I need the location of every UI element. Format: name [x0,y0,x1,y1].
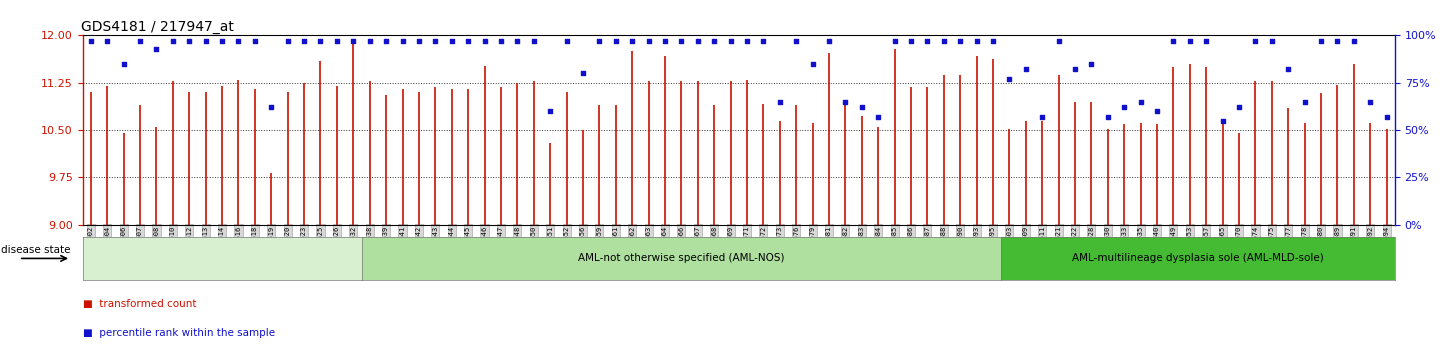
Point [1325,38,1348,44]
Point [1014,67,1037,72]
Point [784,38,808,44]
Point [522,38,545,44]
Point [637,38,660,44]
Point [423,38,447,44]
Point [407,38,431,44]
Point [457,38,480,44]
Point [587,38,610,44]
Point [751,38,774,44]
Point [112,61,135,67]
Point [571,70,594,76]
Point [226,38,249,44]
Point [670,38,693,44]
Point [982,38,1005,44]
Point [1063,67,1086,72]
Point [850,104,873,110]
Point [834,99,857,104]
Point [1096,114,1119,120]
Point [1130,99,1153,104]
Point [473,38,496,44]
Point [899,38,922,44]
Point [1293,99,1317,104]
Point [1359,99,1382,104]
Point [966,38,989,44]
Point [161,38,184,44]
Point [948,38,972,44]
Point [719,38,742,44]
Point [735,38,758,44]
Point [96,38,119,44]
Point [867,114,890,120]
Point [1375,114,1398,120]
Point [703,38,726,44]
Point [538,108,561,114]
Point [555,38,579,44]
Point [818,38,841,44]
Point [293,38,316,44]
Point [244,38,267,44]
Point [621,38,644,44]
Point [194,38,218,44]
Point [1228,104,1251,110]
Point [210,38,233,44]
Point [1260,38,1283,44]
Point [932,38,956,44]
Point [1195,38,1218,44]
Point [1343,38,1366,44]
Point [605,38,628,44]
Point [374,38,397,44]
Point [1161,38,1185,44]
Text: GDS4181 / 217947_at: GDS4181 / 217947_at [81,21,235,34]
Point [342,38,365,44]
Point [654,38,677,44]
Point [129,38,152,44]
Point [1179,38,1202,44]
Point [1276,67,1299,72]
Text: AML-multilineage dysplasia sole (AML-MLD-sole): AML-multilineage dysplasia sole (AML-MLD… [1072,253,1324,263]
Point [80,38,103,44]
Point [1309,38,1333,44]
Point [358,38,381,44]
Point [998,76,1021,82]
Point [800,61,824,67]
Point [392,38,415,44]
Point [1031,114,1054,120]
Point [1244,38,1267,44]
Point [309,38,332,44]
Text: AML-not otherwise specified (AML-NOS): AML-not otherwise specified (AML-NOS) [579,253,784,263]
Point [1047,38,1070,44]
Point [441,38,464,44]
Point [1080,61,1103,67]
Point [506,38,529,44]
Point [883,38,906,44]
Point [325,38,348,44]
Point [489,38,512,44]
Text: ■  transformed count: ■ transformed count [83,299,196,309]
Point [916,38,940,44]
Point [178,38,202,44]
Point [1146,108,1169,114]
Point [768,99,792,104]
Point [1112,104,1135,110]
Point [1211,118,1234,124]
Point [686,38,709,44]
Text: disease state: disease state [1,245,71,255]
Point [260,104,283,110]
Point [276,38,299,44]
Point [145,46,168,51]
Text: ■  percentile rank within the sample: ■ percentile rank within the sample [83,328,274,338]
